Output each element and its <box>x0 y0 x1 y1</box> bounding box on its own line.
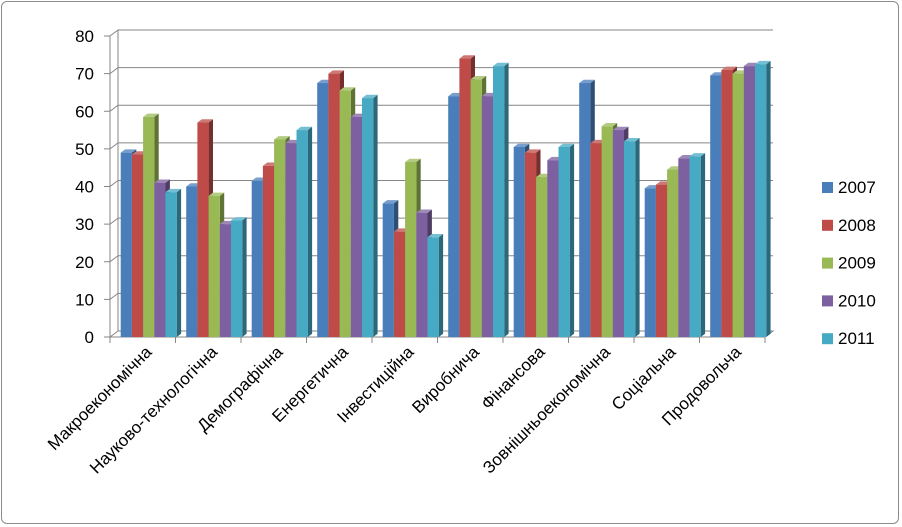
bar <box>689 153 706 337</box>
y-tick-label: 30 <box>75 215 94 234</box>
x-category-label: Фінансова <box>478 342 549 413</box>
y-tick-label: 0 <box>85 328 94 347</box>
legend-swatch <box>822 182 833 193</box>
y-tick-label: 80 <box>75 27 94 46</box>
legend-item: 2011 <box>822 329 875 348</box>
y-tick-label: 70 <box>75 65 94 84</box>
y-tick-label: 20 <box>75 253 94 272</box>
legend-label: 2008 <box>838 216 876 235</box>
legend-item: 2008 <box>822 216 876 235</box>
legend-item: 2009 <box>822 254 876 273</box>
legend-label: 2011 <box>838 329 875 348</box>
legend-item: 2010 <box>822 291 876 310</box>
legend-label: 2007 <box>838 178 876 197</box>
legend-swatch <box>822 257 833 269</box>
legend-item: 2007 <box>822 178 876 197</box>
bar <box>624 138 640 337</box>
y-tick-labels: 0 10 20 30 40 50 60 70 80 <box>75 27 94 347</box>
y-tick-label: 50 <box>75 140 94 159</box>
x-category-labels: МакроекономічнаНауково-технологічнаДемог… <box>44 342 745 477</box>
gridline <box>109 29 773 37</box>
bars <box>120 55 771 338</box>
gridline <box>109 104 773 112</box>
gridline <box>109 67 773 75</box>
x-category-label: Науково-технологічна <box>86 342 221 477</box>
bar <box>427 233 444 337</box>
legend-label: 2010 <box>838 291 876 310</box>
legend-swatch <box>822 219 833 231</box>
y-tick-label: 60 <box>75 102 94 121</box>
x-category-label: Соціальна <box>608 342 680 414</box>
x-category-label: Зовнішньоекономічна <box>479 342 614 477</box>
legend-swatch <box>822 333 833 345</box>
bar <box>558 143 575 337</box>
legend: 2007 2008 2009 2010 2011 <box>822 178 876 348</box>
bar <box>755 60 771 337</box>
bar <box>296 126 313 337</box>
legend-swatch <box>822 295 833 307</box>
y-tick-label: 10 <box>75 290 94 309</box>
legend-label: 2009 <box>838 254 876 273</box>
x-category-label: Виробнича <box>408 342 483 417</box>
bar <box>165 188 182 337</box>
bar <box>362 94 378 337</box>
bar <box>493 62 509 338</box>
y-tick-label: 40 <box>75 178 94 197</box>
bar <box>231 217 247 337</box>
